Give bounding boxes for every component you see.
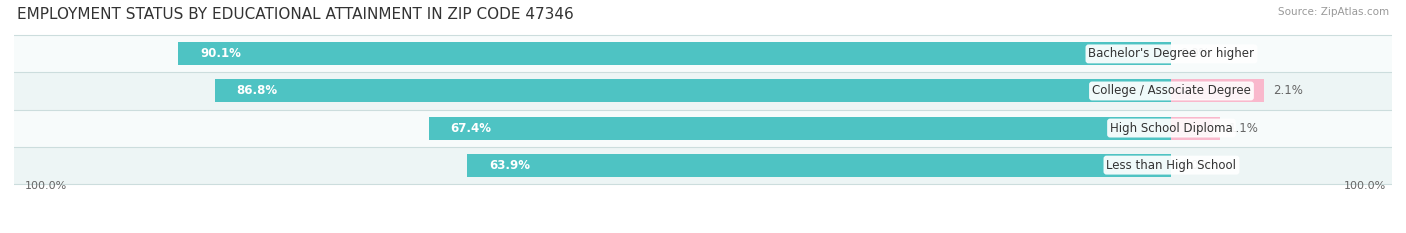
Bar: [429, 116, 1171, 140]
Bar: [14, 72, 1392, 110]
Text: 1.1%: 1.1%: [1229, 122, 1258, 134]
Text: 0.0%: 0.0%: [1180, 47, 1211, 60]
Text: EMPLOYMENT STATUS BY EDUCATIONAL ATTAINMENT IN ZIP CODE 47346: EMPLOYMENT STATUS BY EDUCATIONAL ATTAINM…: [17, 7, 574, 22]
Text: High School Diploma: High School Diploma: [1111, 122, 1233, 134]
Text: 86.8%: 86.8%: [236, 85, 278, 97]
Text: 63.9%: 63.9%: [489, 159, 530, 172]
Text: 100.0%: 100.0%: [1344, 181, 1386, 191]
Text: 67.4%: 67.4%: [450, 122, 492, 134]
Bar: [179, 42, 1171, 65]
Bar: [14, 110, 1392, 147]
Text: 90.1%: 90.1%: [200, 47, 242, 60]
Text: 2.1%: 2.1%: [1272, 85, 1303, 97]
Text: College / Associate Degree: College / Associate Degree: [1092, 85, 1251, 97]
Text: Bachelor's Degree or higher: Bachelor's Degree or higher: [1088, 47, 1254, 60]
Text: Source: ZipAtlas.com: Source: ZipAtlas.com: [1278, 7, 1389, 17]
Text: 0.0%: 0.0%: [1180, 159, 1211, 172]
Bar: [1171, 79, 1264, 103]
Bar: [1171, 83, 1250, 99]
Bar: [215, 79, 1171, 103]
Bar: [467, 154, 1171, 177]
Bar: [14, 35, 1392, 72]
Bar: [14, 147, 1392, 184]
Bar: [1171, 120, 1213, 136]
Bar: [1171, 116, 1220, 140]
Text: 100.0%: 100.0%: [25, 181, 67, 191]
Text: Less than High School: Less than High School: [1107, 159, 1236, 172]
